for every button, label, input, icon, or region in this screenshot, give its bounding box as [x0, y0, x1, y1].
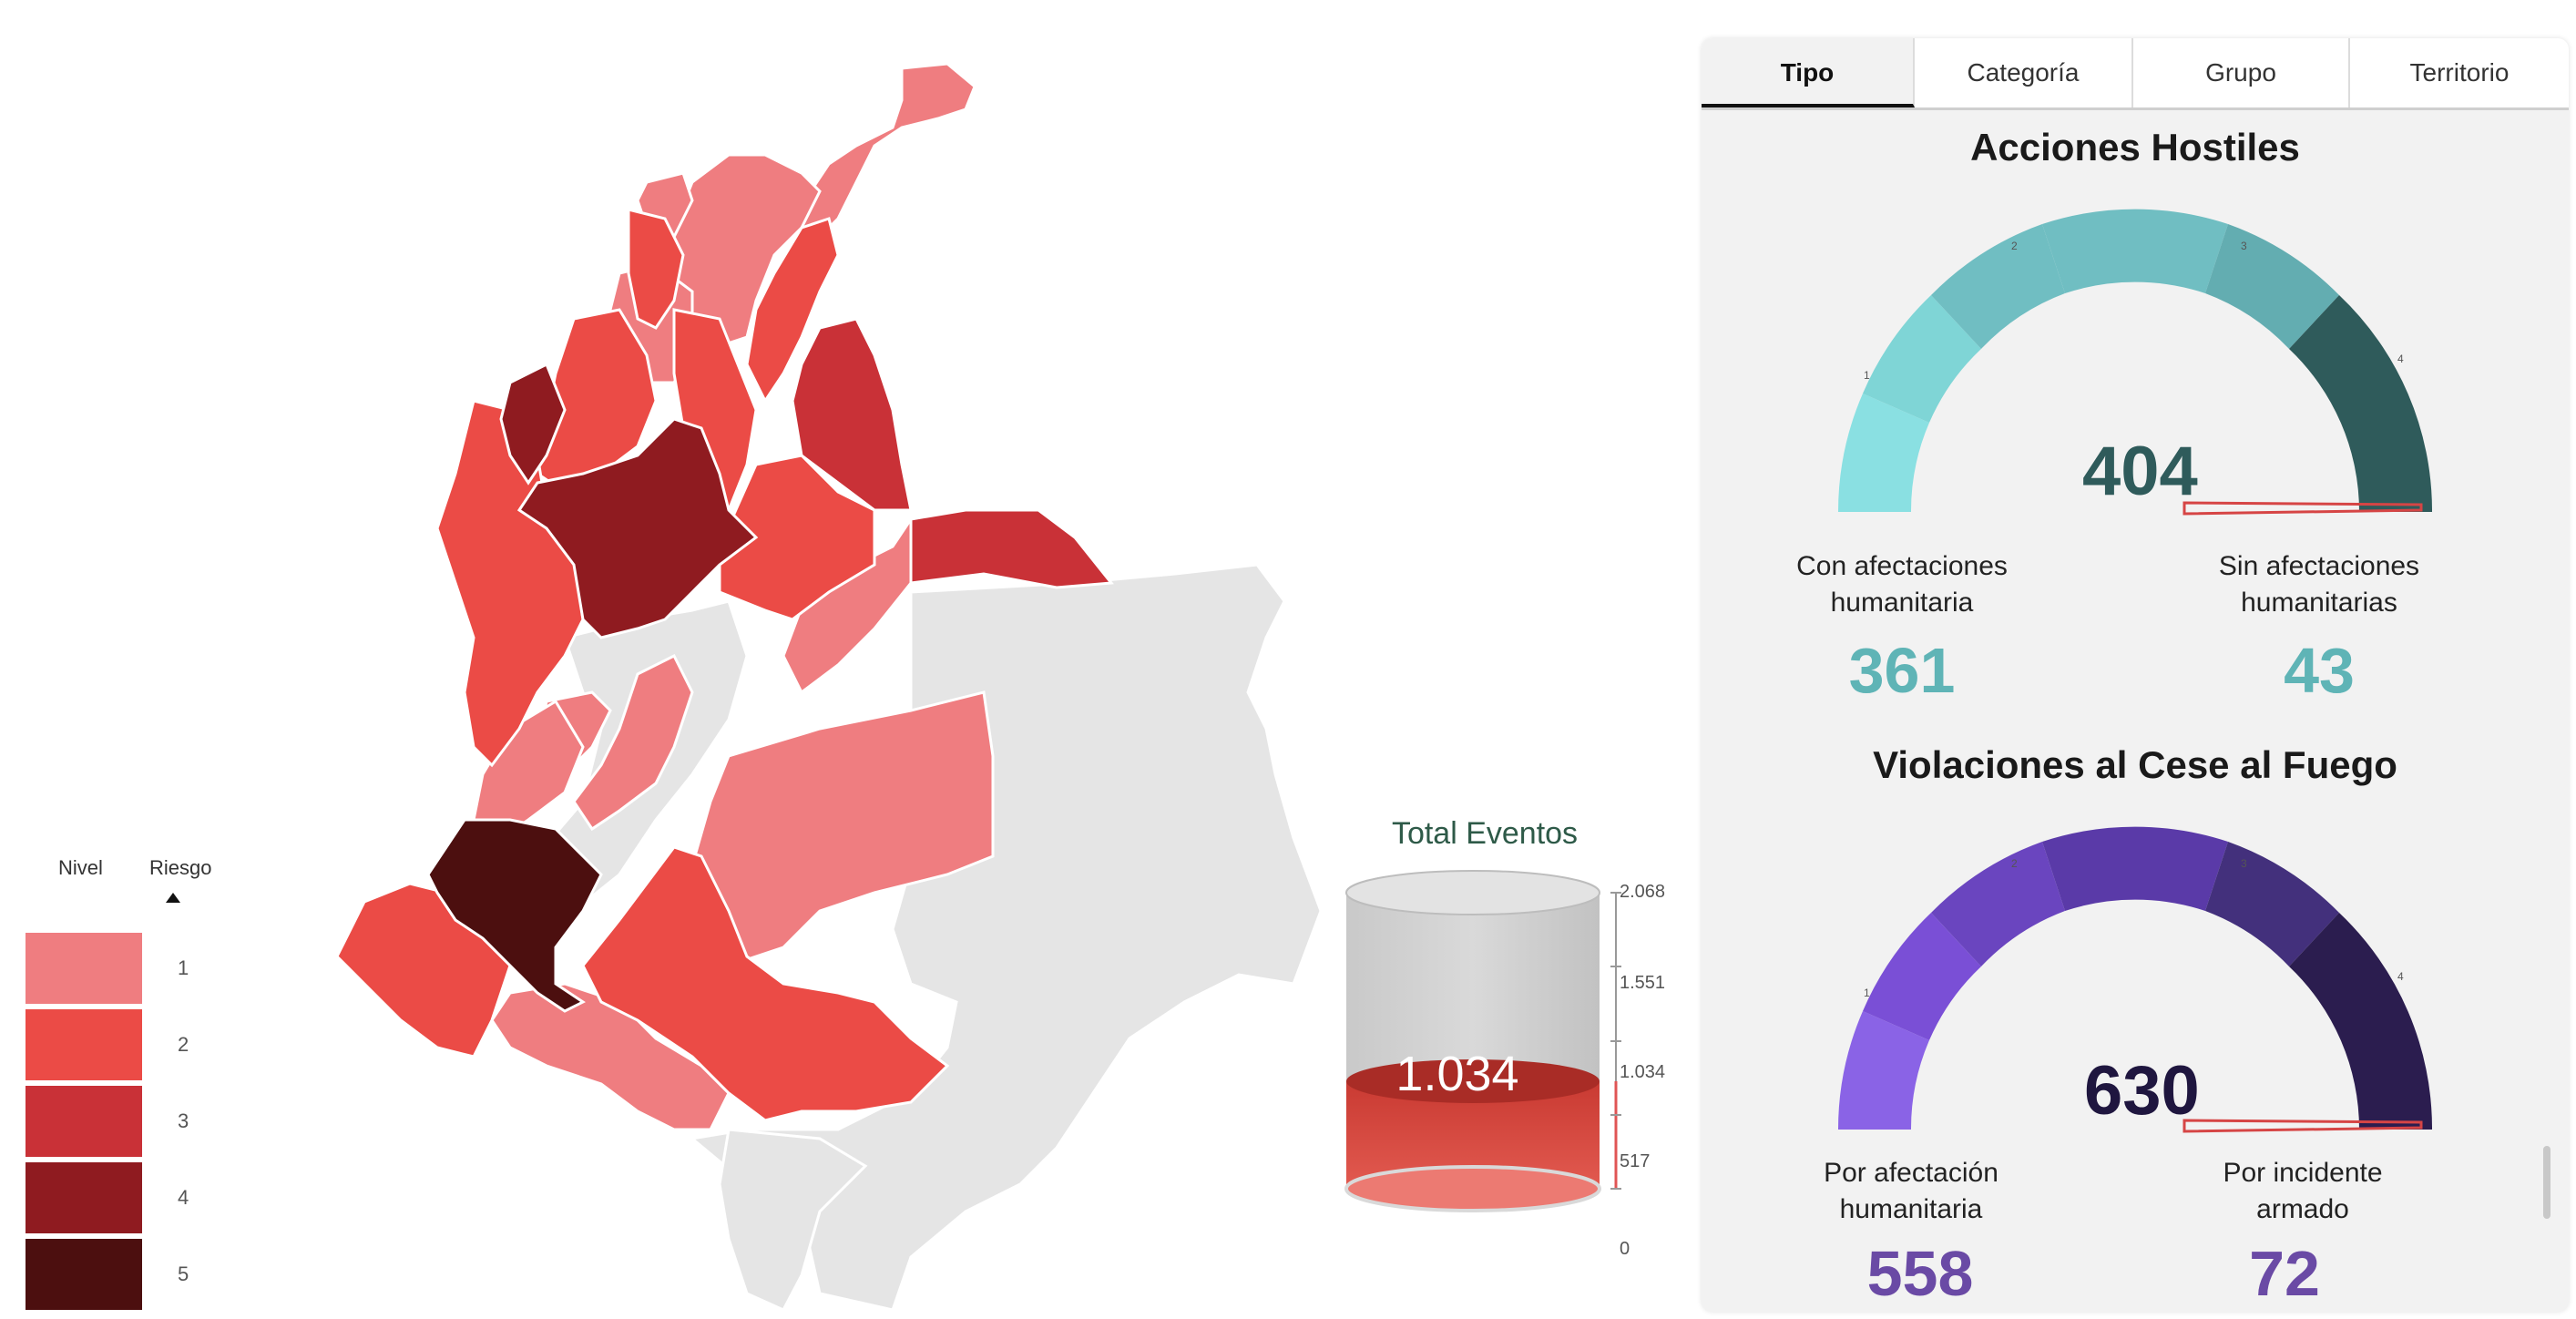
map-region-arauca[interactable]: [909, 508, 1114, 589]
tab-categoria[interactable]: Categoría: [1915, 38, 2133, 107]
map-region-tolima[interactable]: [572, 653, 694, 832]
map-region-east[interactable]: [689, 563, 1323, 1312]
legend-level-4: 4: [178, 1186, 189, 1209]
tab-tipo[interactable]: Tipo: [1702, 38, 1915, 107]
hostile-actions-title: Acciones Hostiles: [1970, 126, 2300, 169]
ceasefire-violations-value: 630: [2084, 1052, 2200, 1130]
panel-scrollbar[interactable]: [2543, 1146, 2550, 1219]
total-events-title: Total Eventos: [1391, 816, 1579, 851]
map-region-norte-santander[interactable]: [791, 317, 913, 512]
ceasefire-stat2-label: Por incidente armado: [2223, 1158, 2383, 1224]
axis-tick-label: 517: [1620, 1151, 1651, 1171]
svg-text:3: 3: [2241, 240, 2247, 252]
svg-text:1: 1: [1864, 987, 1870, 999]
svg-text:4: 4: [2397, 970, 2404, 983]
hostile-stat1-label: Con afectaciones humanitaria: [1796, 551, 2008, 618]
ceasefire-stat2-value: 72: [2249, 1238, 2320, 1309]
svg-text:4: 4: [2397, 353, 2404, 365]
svg-text:2: 2: [2011, 857, 2018, 870]
tab-territorio[interactable]: Territorio: [2409, 58, 2510, 87]
legend-level-3: 3: [178, 1109, 189, 1132]
map-region-bolivar-north[interactable]: [627, 208, 685, 330]
svg-text:2: 2: [2011, 240, 2018, 252]
axis-tick-label: 0: [1620, 1239, 1630, 1259]
risk-legend: Nivel Riesgo 1 2 3 4 5: [18, 856, 237, 1312]
svg-text:1: 1: [1864, 369, 1870, 382]
map-region-south-grey[interactable]: [718, 1128, 868, 1312]
ceasefire-stat1-label: Por afectación humanitaria: [1824, 1158, 1998, 1224]
map-region-valle[interactable]: [472, 699, 585, 840]
cylinder-bottom: [1344, 1165, 1601, 1212]
legend-level-2: 2: [178, 1033, 189, 1056]
sort-ascending-icon[interactable]: [166, 893, 180, 903]
ceasefire-stat1-value: 558: [1866, 1238, 1974, 1309]
legend-swatch-3: [26, 1086, 142, 1157]
axis-tick-label: 1.034: [1620, 1062, 1666, 1082]
ceasefire-violations-gauge: 0 1 2 3 4 5: [1838, 826, 2432, 1133]
legend-level-1: 1: [178, 956, 189, 979]
axis-tick-label: 2.068: [1620, 882, 1666, 902]
map-region-uraba[interactable]: [499, 362, 567, 486]
total-events-gauge: Total Eventos 1.034 2.068 1.551 1.034 51…: [1321, 802, 1665, 1275]
map-region-caqueta[interactable]: [581, 845, 950, 1122]
ceasefire-violations-title: Violaciones al Cese al Fuego: [1873, 743, 2397, 786]
hostile-stat1-value: 361: [1848, 635, 1956, 706]
legend-level-5: 5: [178, 1263, 189, 1285]
map-region-cesar[interactable]: [745, 217, 840, 404]
map-region-antioquia[interactable]: [516, 417, 759, 639]
map-region-guajira[interactable]: [800, 62, 976, 239]
cylinder-top: [1345, 870, 1600, 915]
hostile-stat2-value: 43: [2284, 635, 2355, 706]
tab-bar: Tipo Categoría Grupo Territorio: [1702, 38, 2569, 110]
cylinder-liquid-top: [1346, 1059, 1600, 1103]
map-region-cauca[interactable]: [426, 818, 603, 1013]
hostile-actions-value: 404: [2082, 433, 2198, 510]
legend-swatch-4: [26, 1162, 142, 1233]
svg-text:3: 3: [2241, 857, 2247, 870]
hostile-stat2-label: Sin afectaciones humanitarias: [2218, 551, 2420, 618]
legend-header-risk: Riesgo: [149, 856, 212, 879]
tab-grupo[interactable]: Grupo: [2133, 38, 2350, 107]
legend-swatch-2: [26, 1009, 142, 1080]
legend-swatch-1: [26, 933, 142, 1004]
risk-map[interactable]: [328, 55, 1348, 1312]
total-events-value: 1.034: [1395, 1047, 1519, 1101]
axis-tick-label: 1.551: [1620, 973, 1666, 993]
hostile-actions-gauge: 0 1 2 3 4 5: [1838, 209, 2432, 516]
summary-panel: Tipo Categoría Grupo Territorio Acciones…: [1702, 38, 2569, 1312]
legend-header-level: Nivel: [58, 856, 103, 879]
legend-swatch-5: [26, 1239, 142, 1310]
map-region-santander[interactable]: [718, 454, 876, 621]
